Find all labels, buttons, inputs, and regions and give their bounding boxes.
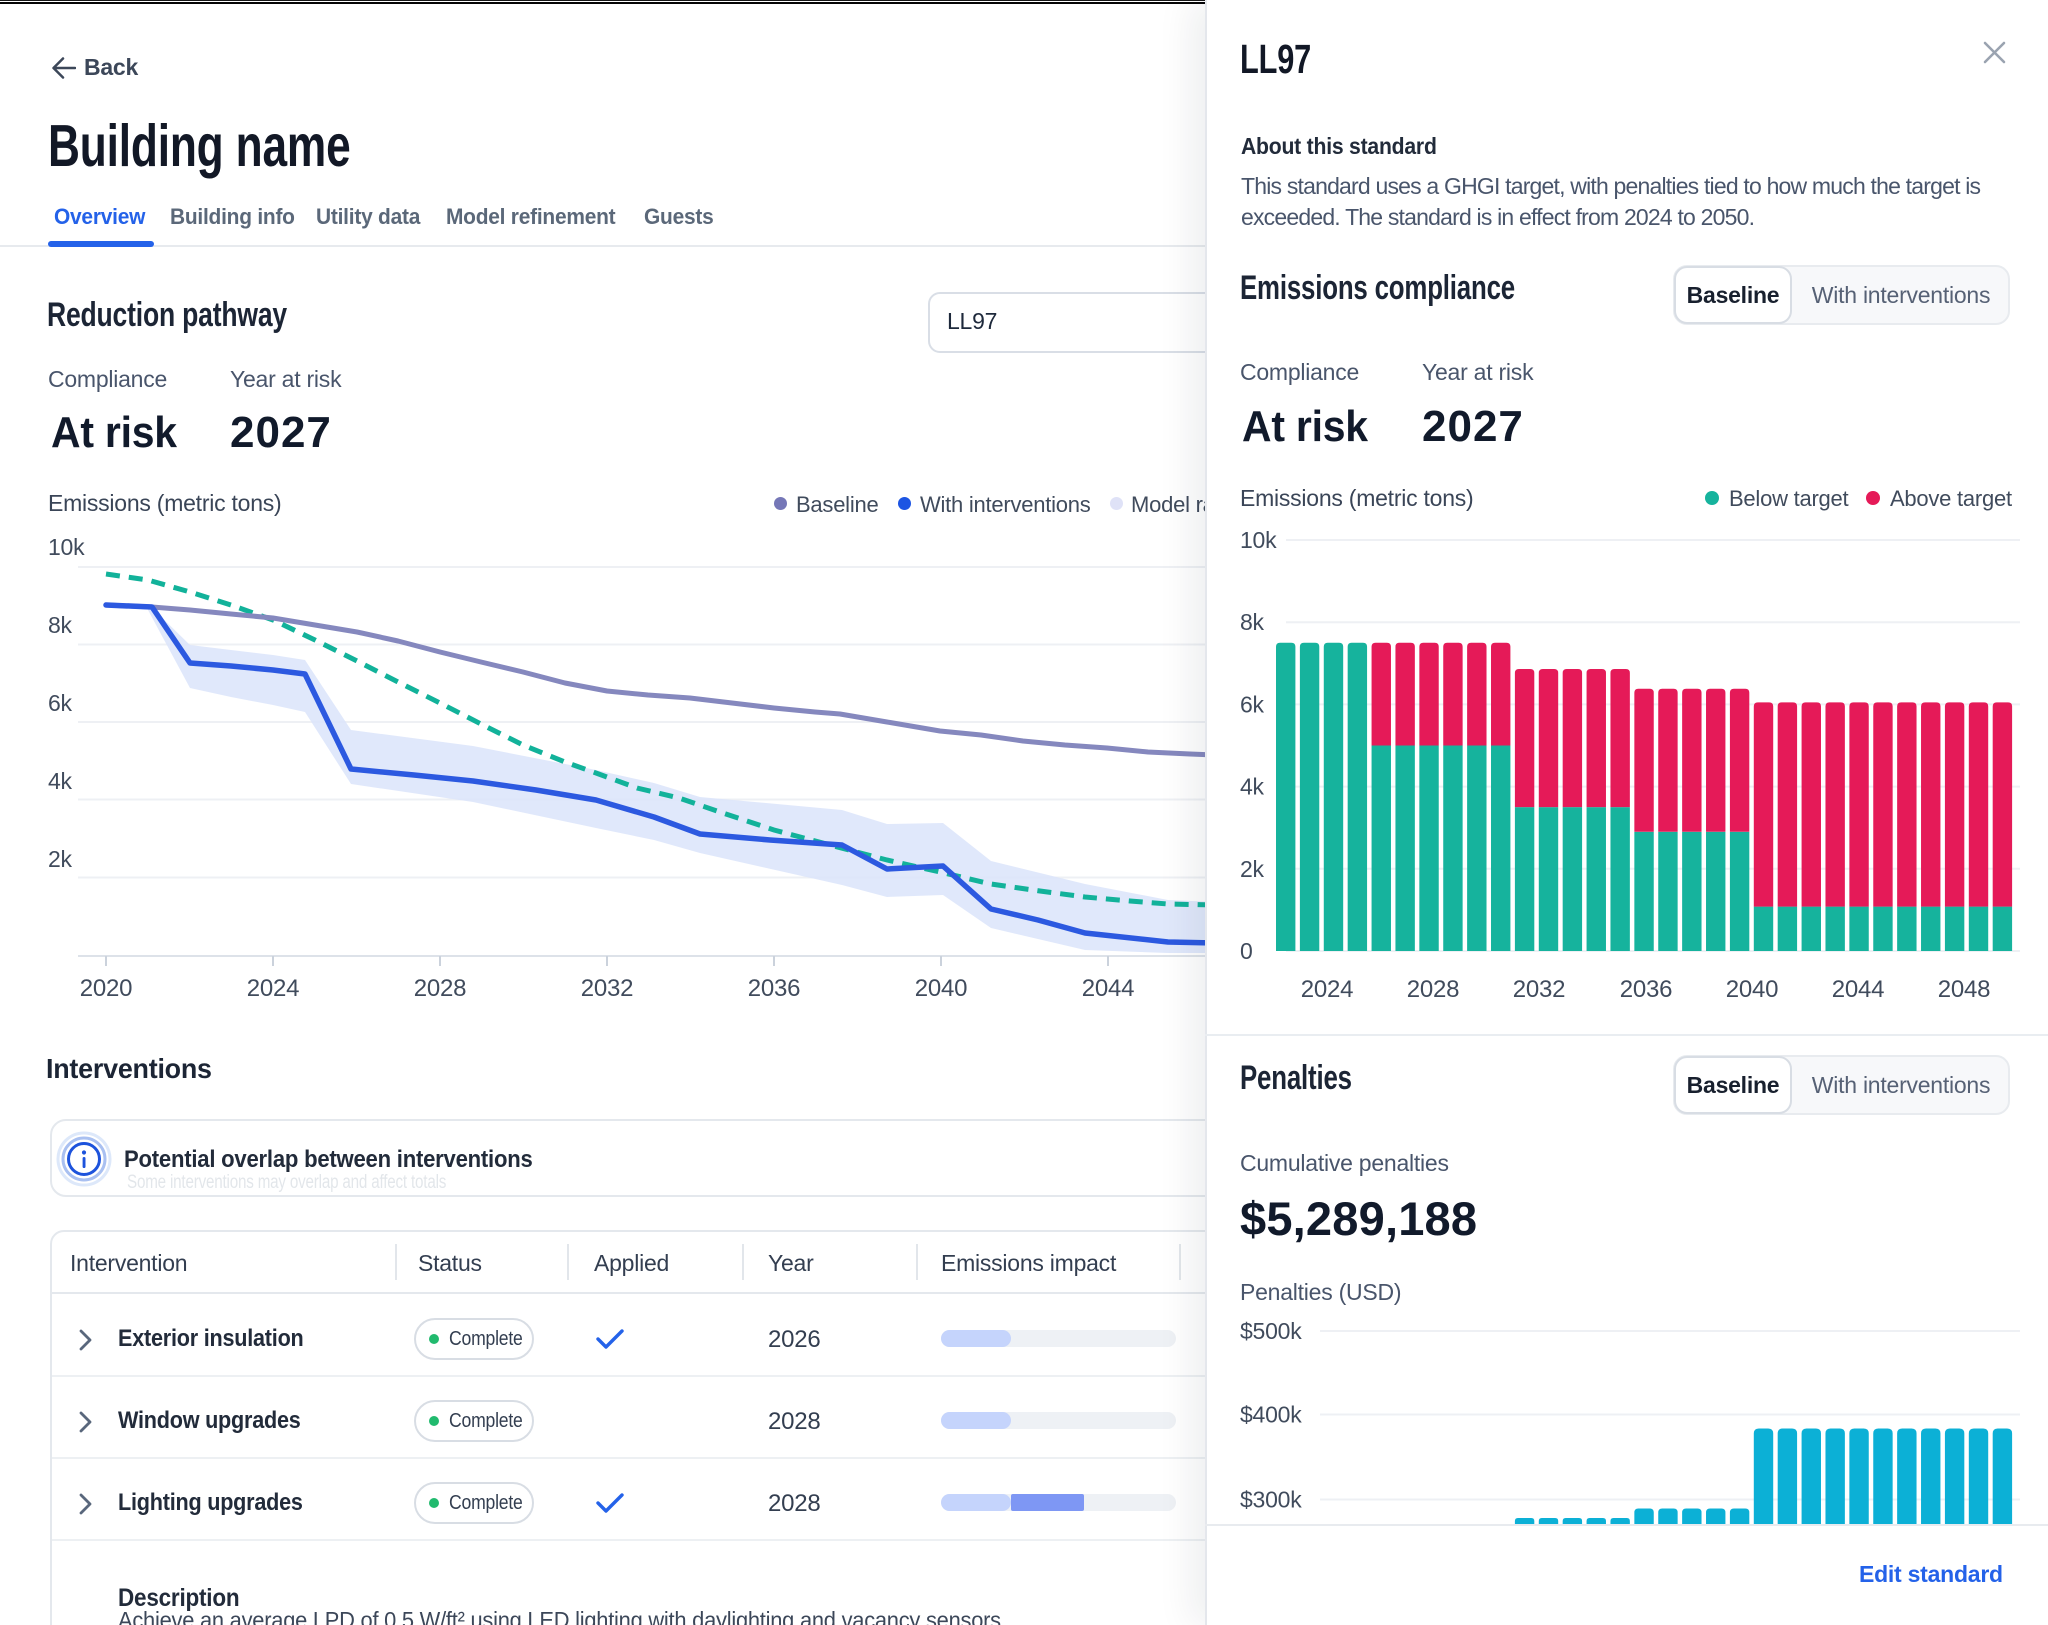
svg-text:10k: 10k: [48, 534, 85, 560]
svg-text:2032: 2032: [581, 975, 633, 1002]
svg-text:2024: 2024: [1301, 976, 1353, 1003]
svg-text:4k: 4k: [48, 768, 73, 794]
svg-text:8k: 8k: [1240, 609, 1265, 635]
svg-text:2040: 2040: [915, 975, 967, 1002]
svg-text:2032: 2032: [1513, 976, 1565, 1003]
svg-text:2036: 2036: [748, 975, 800, 1002]
svg-text:4k: 4k: [1240, 774, 1265, 800]
svg-text:2048: 2048: [1938, 976, 1990, 1003]
svg-text:0: 0: [1240, 938, 1253, 964]
svg-text:2028: 2028: [414, 975, 466, 1002]
svg-text:2044: 2044: [1082, 975, 1134, 1002]
svg-text:$300k: $300k: [1240, 1487, 1302, 1513]
svg-text:2044: 2044: [1832, 976, 1884, 1003]
svg-text:6k: 6k: [1240, 691, 1265, 717]
svg-text:2k: 2k: [48, 846, 73, 872]
svg-text:6k: 6k: [48, 690, 73, 716]
svg-text:2024: 2024: [247, 975, 299, 1002]
svg-text:$400k: $400k: [1240, 1402, 1302, 1428]
svg-text:2k: 2k: [1240, 856, 1265, 882]
svg-text:2036: 2036: [1620, 976, 1672, 1003]
svg-text:2028: 2028: [1407, 976, 1459, 1003]
svg-text:2020: 2020: [80, 975, 132, 1002]
svg-text:10k: 10k: [1240, 527, 1277, 553]
svg-text:$500k: $500k: [1240, 1318, 1302, 1344]
svg-text:2040: 2040: [1726, 976, 1778, 1003]
svg-text:8k: 8k: [48, 612, 73, 638]
